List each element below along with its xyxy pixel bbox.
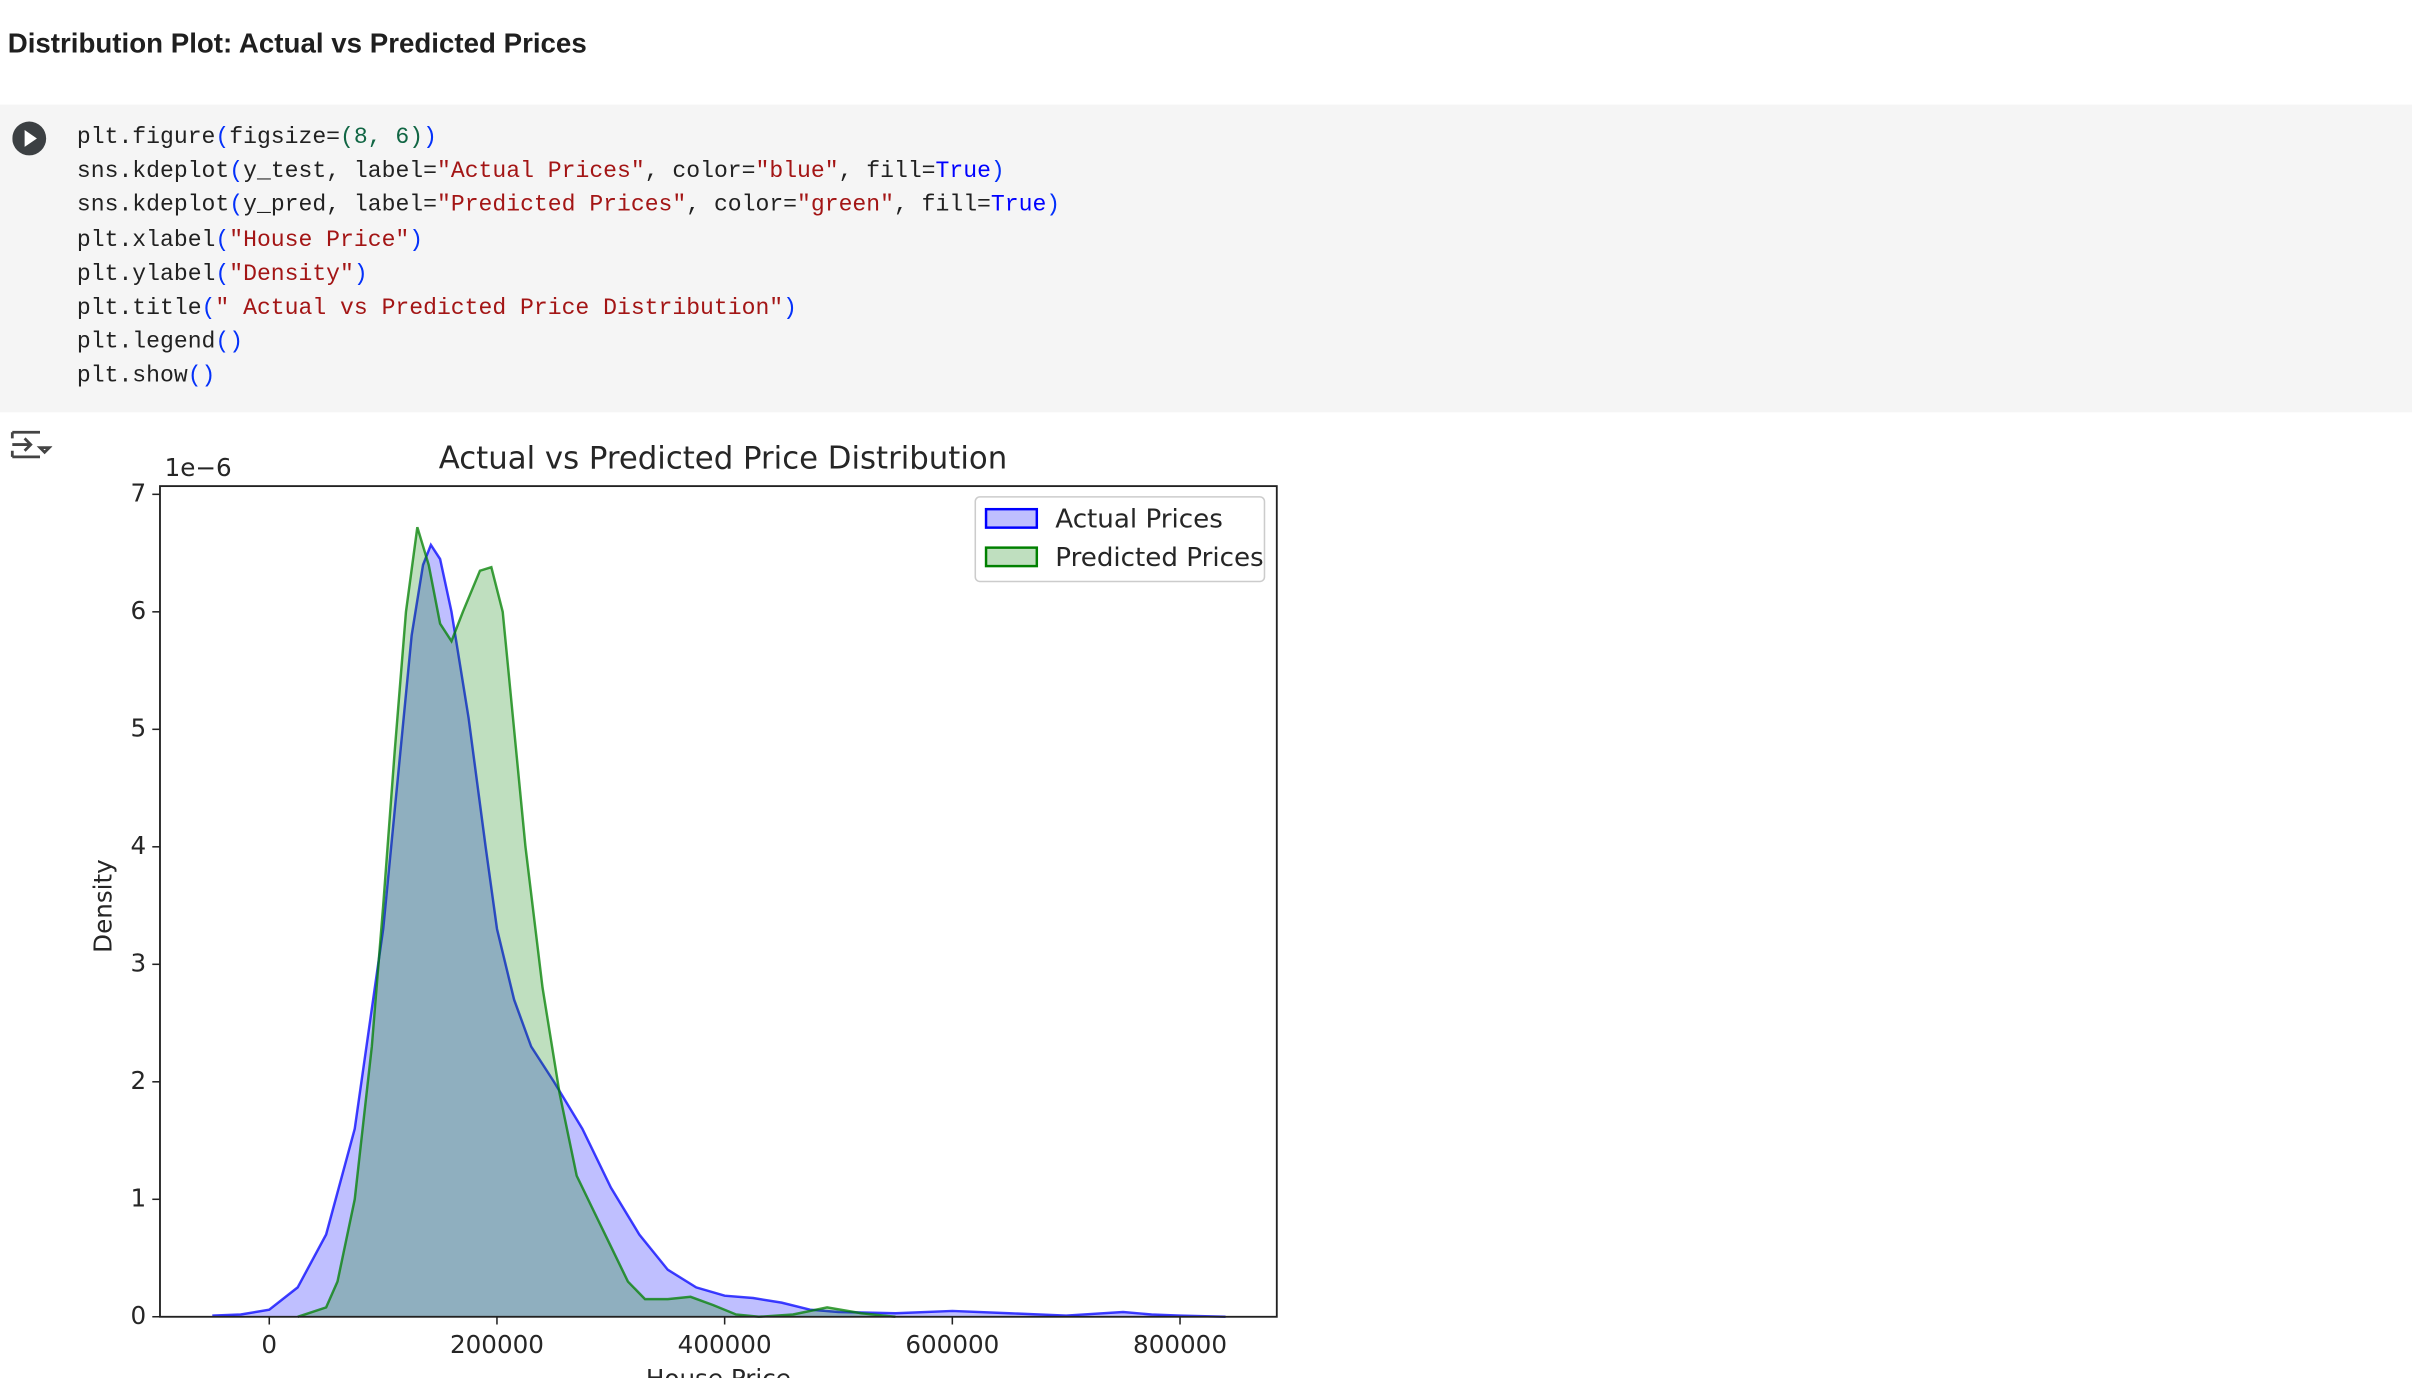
code-token: "Density" [229,261,354,288]
y-axis-label: Density [89,859,118,953]
x-tick-label: 600000 [905,1330,999,1359]
x-tick-label: 0 [261,1330,277,1359]
code-token: True [990,192,1047,220]
code-token: ) [409,227,424,254]
code-token: ( [201,295,216,322]
code-token: ) [423,124,437,151]
code-token: "blue" [755,158,839,185]
code-token: ( [215,261,230,288]
code-token: "green" [797,192,894,220]
code-line: plt.ylabel("Density") [77,258,1060,292]
y-tick-label: 5 [130,713,146,742]
code-line: sns.kdeplot(y_pred, label="Predicted Pri… [77,190,1060,224]
y-tick-label: 4 [130,831,146,860]
code-token: "Actual Prices" [436,158,645,185]
code-token: ) [990,158,1005,185]
x-tick-label: 200000 [450,1330,544,1359]
code-token: plt.show [76,363,188,390]
code-token: ( [229,192,244,220]
y-tick-label: 1 [130,1183,146,1212]
code-token: sns.kdeplot [76,158,230,185]
code-editor[interactable]: plt.figure(figsize=(8, 6)) sns.kdeplot(y_… [77,122,1060,395]
code-token: True [935,158,991,185]
code-line: plt.legend() [77,326,1060,360]
y-tick-label: 3 [130,948,146,977]
density-area [212,544,1226,1317]
code-token: "Predicted Prices" [436,192,687,220]
code-token: , color= [686,192,798,220]
density-area [297,527,896,1317]
x-tick-label: 400000 [678,1330,772,1359]
axis-offset: 1e−6 [165,453,232,482]
code-token: , fill= [893,192,991,220]
legend-swatch [984,546,1039,568]
code-token: ) [783,295,798,322]
density-line [212,542,1226,1319]
code-token: , color= [644,158,756,185]
density-line [297,526,896,1319]
code-line: sns.kdeplot(y_test, label="Actual Prices… [77,156,1060,190]
code-line: plt.title(" Actual vs Predicted Price Di… [77,292,1060,326]
code-line: plt.show() [77,361,1060,395]
code-token: ( [215,227,230,254]
code-token: " Actual vs Predicted Price Distribution… [215,295,784,322]
code-line: plt.figure(figsize=(8, 6)) [77,122,1060,156]
plot-frame [159,485,1278,1318]
legend-label: Actual Prices [1055,504,1223,534]
code-token: ) [1046,192,1061,220]
code-cell: plt.figure(figsize=(8, 6)) sns.kdeplot(y_… [0,104,2412,413]
section-title: Distribution Plot: Actual vs Predicted P… [7,27,587,59]
code-token: plt.legend [76,329,216,356]
x-tick-label: 800000 [1133,1330,1227,1359]
legend-label: Predicted Prices [1055,543,1263,573]
code-token: (8, 6) [340,124,424,151]
code-token: () [187,363,216,390]
y-tick-label: 2 [130,1066,146,1095]
y-tick-label: 0 [130,1301,146,1330]
code-token: ( [215,124,230,151]
code-token: plt.title [76,295,202,322]
code-token: sns.kdeplot [76,192,230,220]
code-token: y_test, label= [243,158,437,185]
code-token: plt.ylabel [76,261,216,288]
y-tick-label: 7 [130,478,146,507]
legend-box [974,496,1266,583]
y-tick-label: 6 [130,596,146,625]
code-token: y_pred, label= [243,192,437,220]
code-token: ( [229,158,244,185]
run-button[interactable] [12,121,49,159]
code-token: ) [353,261,368,288]
code-token: () [215,329,244,356]
code-token: "House Price" [229,227,410,254]
code-token: , fill= [838,158,936,185]
code-token: figsize= [229,124,341,151]
code-token: plt.xlabel [76,227,216,254]
x-axis-label: House Price [646,1364,791,1378]
legend-swatch [984,507,1039,529]
code-line: plt.xlabel("House Price") [77,224,1060,258]
output-toggle[interactable] [9,428,53,462]
code-token: plt.figure [76,124,216,151]
chart-title: Actual vs Predicted Price Distribution [439,440,1007,476]
